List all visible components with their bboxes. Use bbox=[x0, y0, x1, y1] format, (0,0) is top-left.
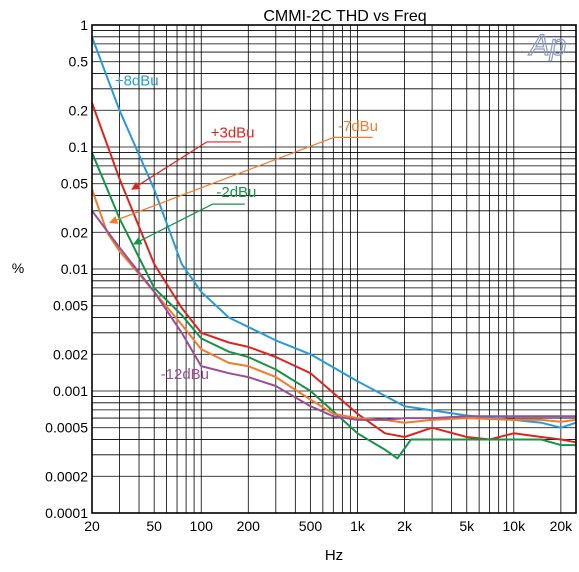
grid-layer bbox=[91, 24, 576, 514]
y-axis-label: % bbox=[12, 260, 24, 276]
series-line bbox=[91, 152, 576, 460]
annotation-leader bbox=[109, 136, 335, 224]
x-tick-label: 500 bbox=[299, 518, 323, 534]
x-tick-label: 100 bbox=[190, 518, 214, 534]
series-line bbox=[91, 36, 577, 429]
series-annotation-label: -2dBu bbox=[216, 184, 256, 201]
annotation-leader bbox=[131, 141, 208, 190]
series-annotation-label: +3dBu bbox=[211, 124, 255, 141]
x-tick-label: 2k bbox=[397, 518, 413, 534]
x-axis-label: Hz bbox=[325, 547, 343, 564]
x-tick-label: 5k bbox=[459, 518, 475, 534]
y-tick-label: 0.005 bbox=[53, 298, 88, 314]
series-annotation-label: -7dBu bbox=[338, 118, 378, 135]
x-tick-label: 20 bbox=[84, 518, 100, 534]
x-tick-label: 10k bbox=[503, 518, 527, 534]
x-tick-label: 1k bbox=[350, 518, 366, 534]
series-line bbox=[91, 102, 577, 444]
y-tick-label: 0.001 bbox=[53, 383, 88, 399]
ap-logo: Ap bbox=[527, 28, 567, 62]
y-tick-label: 0.1 bbox=[69, 139, 89, 155]
y-tick-label: 0.0002 bbox=[45, 468, 88, 484]
chart-title: CMMI-2C THD vs Freq bbox=[263, 8, 426, 25]
ap-logo-text: Ap bbox=[528, 29, 567, 62]
series-line bbox=[91, 210, 576, 421]
y-tick-label: 0.5 bbox=[69, 54, 89, 70]
y-tick-label: 0.002 bbox=[53, 346, 88, 362]
y-tick-label: 0.05 bbox=[61, 176, 88, 192]
y-tick-label: 0.0001 bbox=[45, 505, 88, 521]
series-layer bbox=[91, 36, 577, 460]
annotation-leader bbox=[133, 203, 213, 245]
tick-layer: 20 50 100 200 500 1k 2k 5k 10k 20k 1 0.5 0.2 0.1 0.05 0… bbox=[45, 17, 573, 534]
series-annotation-label: +8dBu bbox=[115, 72, 159, 89]
series-annotation-label: -12dBu bbox=[161, 366, 209, 383]
y-tick-label: 0.02 bbox=[61, 224, 88, 240]
x-tick-label: 20k bbox=[550, 518, 574, 534]
x-tick-label: 200 bbox=[237, 518, 261, 534]
x-tick-label: 50 bbox=[146, 518, 162, 534]
y-tick-label: 0.0005 bbox=[45, 420, 88, 436]
annotation-layer: +8dBu +3dBu -7dBu -2dBu -12dBu bbox=[109, 72, 378, 383]
plot-frame bbox=[91, 24, 577, 514]
y-tick-label: 0.01 bbox=[61, 261, 88, 277]
y-tick-label: 0.2 bbox=[69, 102, 89, 118]
y-tick-label: 1 bbox=[80, 17, 88, 33]
